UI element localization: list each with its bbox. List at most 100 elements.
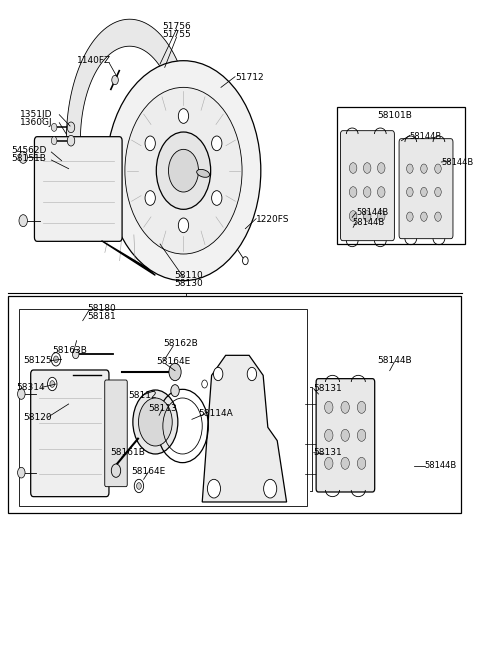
Circle shape (363, 163, 371, 174)
Circle shape (19, 214, 27, 226)
Circle shape (48, 377, 57, 391)
Circle shape (420, 164, 427, 174)
Text: 58101B: 58101B (377, 111, 412, 120)
Text: 1351JD: 1351JD (20, 110, 52, 118)
Text: 58144B: 58144B (377, 356, 412, 365)
Circle shape (67, 122, 75, 133)
Circle shape (349, 210, 357, 221)
FancyBboxPatch shape (316, 379, 375, 492)
Text: 1220FS: 1220FS (256, 215, 289, 224)
Circle shape (133, 390, 178, 454)
Circle shape (349, 163, 357, 174)
Text: 58151B: 58151B (12, 154, 46, 163)
Circle shape (207, 480, 220, 498)
Text: 58112: 58112 (128, 391, 156, 400)
Text: 58144B: 58144B (410, 132, 442, 140)
Circle shape (341, 430, 349, 442)
Circle shape (264, 480, 277, 498)
Circle shape (112, 75, 119, 85)
Circle shape (139, 398, 172, 446)
Circle shape (407, 164, 413, 174)
Text: 58144B: 58144B (425, 462, 457, 470)
Circle shape (67, 136, 75, 146)
Circle shape (407, 187, 413, 196)
Text: 1360GJ: 1360GJ (20, 118, 52, 126)
Circle shape (50, 381, 55, 387)
Text: 58181: 58181 (87, 312, 116, 321)
Text: 58163B: 58163B (53, 346, 87, 355)
Circle shape (363, 210, 371, 221)
Text: 58130: 58130 (174, 279, 203, 288)
FancyBboxPatch shape (105, 380, 127, 487)
Circle shape (435, 164, 441, 174)
Circle shape (212, 136, 222, 151)
Circle shape (435, 187, 441, 196)
Bar (19, 309, 307, 506)
Circle shape (72, 349, 79, 359)
Circle shape (51, 124, 57, 132)
Polygon shape (66, 19, 187, 182)
Circle shape (324, 430, 333, 442)
Circle shape (54, 356, 59, 363)
Bar (337, 108, 465, 244)
Text: 58161B: 58161B (111, 448, 145, 457)
FancyBboxPatch shape (340, 131, 395, 240)
Text: 58180: 58180 (87, 304, 116, 313)
Circle shape (171, 385, 179, 397)
Text: 58314: 58314 (16, 383, 45, 392)
Circle shape (145, 190, 156, 205)
Text: 58162B: 58162B (164, 339, 199, 349)
Circle shape (341, 401, 349, 413)
FancyBboxPatch shape (399, 139, 453, 238)
Circle shape (212, 190, 222, 205)
FancyBboxPatch shape (35, 137, 122, 241)
Circle shape (179, 218, 189, 232)
Text: 51712: 51712 (235, 73, 264, 82)
Circle shape (349, 186, 357, 197)
Text: 1140FZ: 1140FZ (77, 56, 111, 65)
Text: 58144B: 58144B (441, 158, 473, 166)
Circle shape (169, 363, 181, 381)
Circle shape (125, 88, 242, 254)
Circle shape (137, 483, 141, 490)
Circle shape (156, 132, 211, 209)
Bar (8, 296, 461, 512)
Circle shape (377, 163, 385, 174)
Circle shape (358, 401, 366, 413)
Text: 51756: 51756 (162, 21, 191, 31)
Text: 58114A: 58114A (198, 409, 233, 418)
Text: 51755: 51755 (162, 29, 191, 39)
Circle shape (51, 353, 60, 366)
Text: 58125: 58125 (23, 356, 51, 365)
Circle shape (324, 401, 333, 413)
Circle shape (377, 210, 385, 221)
Circle shape (111, 464, 120, 478)
Circle shape (407, 212, 413, 221)
Text: 58131: 58131 (314, 448, 343, 457)
Circle shape (435, 212, 441, 221)
Circle shape (358, 430, 366, 442)
Circle shape (168, 150, 198, 192)
Circle shape (179, 109, 189, 124)
Text: 58144B: 58144B (356, 208, 388, 217)
Circle shape (324, 458, 333, 470)
Text: 58144B: 58144B (352, 218, 384, 226)
Circle shape (202, 380, 207, 388)
Circle shape (214, 367, 223, 381)
Text: 58110: 58110 (174, 271, 203, 280)
Circle shape (363, 186, 371, 197)
Circle shape (341, 458, 349, 470)
Text: 58131: 58131 (314, 384, 343, 393)
Polygon shape (202, 355, 287, 502)
Circle shape (51, 137, 57, 145)
Text: 58164E: 58164E (156, 357, 190, 367)
Circle shape (420, 187, 427, 196)
Circle shape (420, 212, 427, 221)
FancyBboxPatch shape (31, 370, 109, 496)
Circle shape (134, 480, 144, 493)
Circle shape (247, 367, 257, 381)
Circle shape (358, 458, 366, 470)
Text: 58164E: 58164E (131, 468, 166, 476)
Circle shape (145, 136, 156, 151)
Circle shape (18, 389, 25, 399)
